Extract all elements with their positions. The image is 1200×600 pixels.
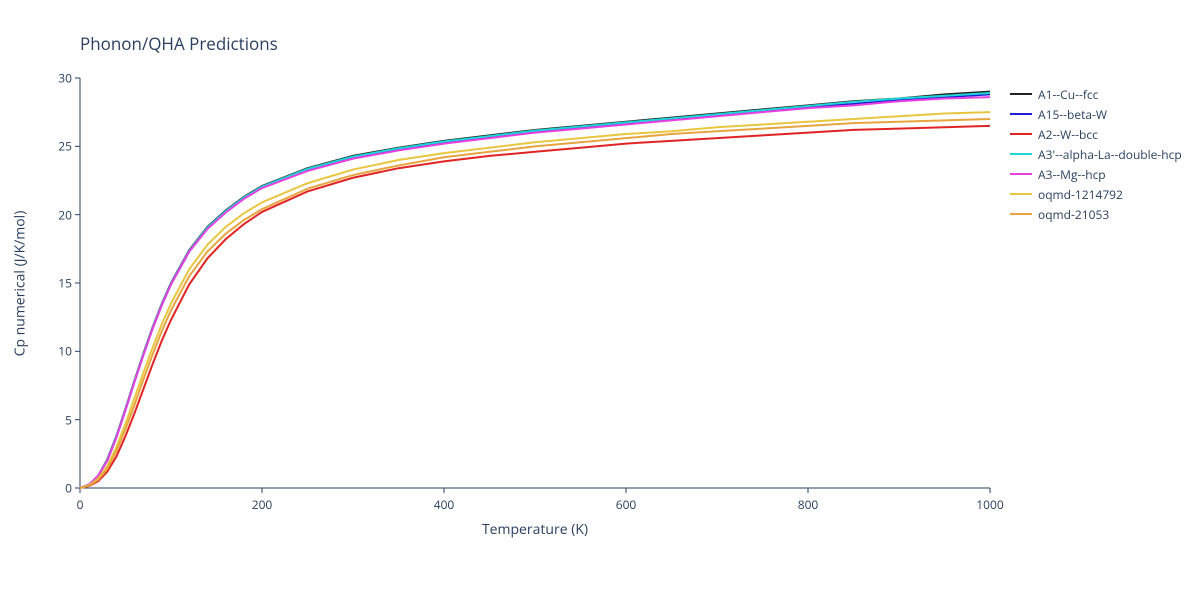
- legend-label: A3--Mg--hcp: [1038, 166, 1106, 183]
- x-tick-label: 0: [77, 496, 84, 513]
- y-tick-label: 15: [58, 275, 72, 292]
- legend-swatch: [1010, 173, 1032, 175]
- series-line[interactable]: [80, 112, 990, 488]
- series-line[interactable]: [80, 97, 990, 488]
- legend-item[interactable]: A3'--alpha-La--double-hcp: [1010, 144, 1182, 164]
- legend-swatch: [1010, 133, 1032, 135]
- legend-label: A2--W--bcc: [1038, 126, 1098, 143]
- series-line[interactable]: [80, 119, 990, 488]
- y-tick-label: 10: [58, 343, 72, 360]
- series-line[interactable]: [80, 126, 990, 488]
- y-tick-label: 20: [58, 206, 72, 223]
- legend-item[interactable]: oqmd-21053: [1010, 204, 1182, 224]
- plot-svg: [80, 78, 990, 488]
- legend-item[interactable]: A3--Mg--hcp: [1010, 164, 1182, 184]
- legend-swatch: [1010, 153, 1032, 155]
- legend-label: oqmd-1214792: [1038, 186, 1123, 203]
- y-axis-label: Cp numerical (J/K/mol): [10, 78, 30, 488]
- legend-label: A1--Cu--fcc: [1038, 86, 1098, 103]
- x-tick-label: 200: [252, 496, 273, 513]
- x-tick-label: 600: [616, 496, 637, 513]
- y-tick-label: 30: [58, 70, 72, 87]
- legend-item[interactable]: A15--beta-W: [1010, 104, 1182, 124]
- legend-item[interactable]: A2--W--bcc: [1010, 124, 1182, 144]
- legend-label: A3'--alpha-La--double-hcp: [1038, 146, 1182, 163]
- series-line[interactable]: [80, 94, 990, 488]
- legend: A1--Cu--fcc A15--beta-W A2--W--bcc A3'--alp…: [1010, 84, 1182, 224]
- legend-label: oqmd-21053: [1038, 206, 1109, 223]
- x-tick-label: 400: [434, 496, 455, 513]
- y-tick-label: 25: [58, 138, 72, 155]
- legend-item[interactable]: A1--Cu--fcc: [1010, 84, 1182, 104]
- legend-swatch: [1010, 193, 1032, 195]
- chart-title: Phonon/QHA Predictions: [80, 32, 278, 55]
- legend-swatch: [1010, 213, 1032, 215]
- x-tick-label: 1000: [976, 496, 1003, 513]
- legend-item[interactable]: oqmd-1214792: [1010, 184, 1182, 204]
- y-tick-label: 5: [65, 411, 72, 428]
- y-tick-label: 0: [65, 480, 72, 497]
- plot-area[interactable]: 02004006008001000051015202530: [80, 78, 990, 488]
- legend-swatch: [1010, 113, 1032, 115]
- x-axis-label: Temperature (K): [80, 520, 990, 539]
- x-tick-label: 800: [798, 496, 819, 513]
- legend-swatch: [1010, 93, 1032, 95]
- chart-container: Phonon/QHA Predictions 02004006008001000…: [0, 0, 1200, 600]
- legend-label: A15--beta-W: [1038, 106, 1107, 123]
